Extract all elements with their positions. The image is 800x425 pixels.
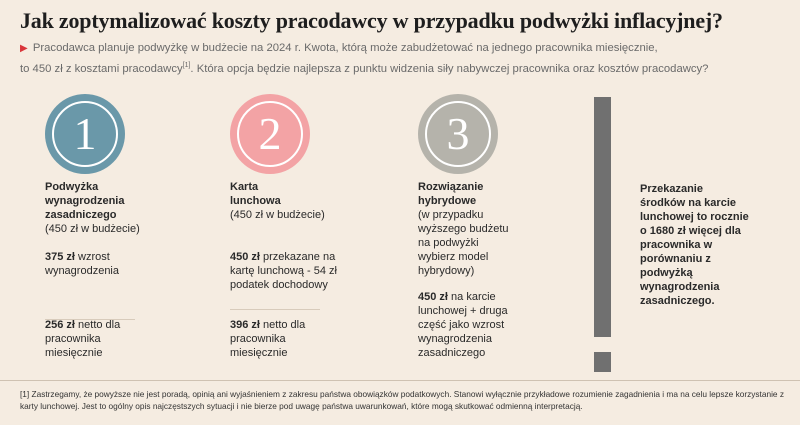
- exclamation-bar-icon: [594, 97, 611, 337]
- option-3-split-amount: 450 zł: [418, 291, 448, 303]
- badge-ring: [52, 101, 118, 167]
- exclamation-dot-icon: [594, 352, 611, 372]
- option-3-number: 3: [446, 108, 470, 159]
- option-1-title: Podwyżka wynagrodzenia zasadniczego: [45, 181, 125, 221]
- subtitle-line-1: Pracodawca planuje podwyżkę w budżecie n…: [32, 42, 658, 54]
- option-3-number-badge: 3: [418, 94, 498, 174]
- option-3-note: (w przypadku wyższego budżetu na podwyżk…: [418, 209, 509, 277]
- option-2-name: Karta lunchowa (450 zł w budżecie): [230, 180, 325, 222]
- infographic-title: Jak zoptymalizować koszty pracodawcy w p…: [20, 8, 723, 33]
- option-2-title: Karta lunchowa: [230, 181, 281, 207]
- footnote-section: [1] Zastrzegamy, że powyższe nie jest po…: [0, 380, 800, 425]
- option-1-number: 1: [73, 108, 97, 159]
- option-1-net-amount: 256 zł: [45, 319, 75, 331]
- option-2-net: 396 zł netto dla pracownika miesięcznie: [230, 318, 330, 360]
- badge-ring: [425, 101, 491, 167]
- option-2-number-badge: 2: [230, 94, 310, 174]
- footnote-reference: [1]: [182, 62, 191, 69]
- option-1-number-badge: 1: [45, 94, 125, 174]
- option-2-transfer-label: przekazane na kartę lunchową - 54 zł pod…: [230, 251, 337, 291]
- infographic-subtitle: ▶ Pracodawca planuje podwyżkę w budżecie…: [20, 40, 790, 78]
- option-2-net-label: netto dla pracownika miesięcznie: [230, 319, 306, 359]
- option-2-budget: (450 zł w budżecie): [230, 209, 325, 221]
- badge-ring: [237, 101, 303, 167]
- subtitle-line-2-end: . Która opcja będzie najlepsza z punktu …: [190, 62, 709, 75]
- option-1-raise-amount: 375 zł: [45, 251, 75, 263]
- option-1-net-label: netto dla pracownika miesięcznie: [45, 319, 121, 359]
- option-2-net-amount: 396 zł: [230, 319, 260, 331]
- divider: [45, 319, 135, 320]
- conclusion-text: Przekazanie środków na karcie lunchowej …: [640, 183, 749, 307]
- divider: [230, 309, 320, 310]
- option-2-number: 2: [258, 108, 282, 159]
- option-2-transfer: 450 zł przekazane na kartę lunchową - 54…: [230, 250, 340, 292]
- option-1-net: 256 zł netto dla pracownika miesięcznie: [45, 318, 145, 360]
- option-1-budget: (450 zł w budżecie): [45, 223, 140, 235]
- footnote-text: [1] Zastrzegamy, że powyższe nie jest po…: [20, 389, 785, 411]
- option-3-split-label: na karcie lunchowej + druga część jako w…: [418, 291, 508, 359]
- triangle-marker-icon: ▶: [20, 43, 28, 54]
- option-3-split: 450 zł na karcie lunchowej + druga część…: [418, 290, 518, 360]
- option-1-name: Podwyżka wynagrodzenia zasadniczego (450…: [45, 180, 155, 236]
- option-2-transfer-amount: 450 zł: [230, 251, 260, 263]
- option-1-raise: 375 zł wzrost wynagrodzenia: [45, 250, 155, 278]
- option-3-title: Rozwiązanie hybrydowe: [418, 181, 484, 207]
- option-3-name: Rozwiązanie hybrydowe (w przypadku wyższ…: [418, 180, 518, 278]
- option-1-raise-label: wzrost wynagrodzenia: [45, 251, 119, 277]
- subtitle-line-2-start: to 450 zł z kosztami pracodawcy: [20, 62, 183, 75]
